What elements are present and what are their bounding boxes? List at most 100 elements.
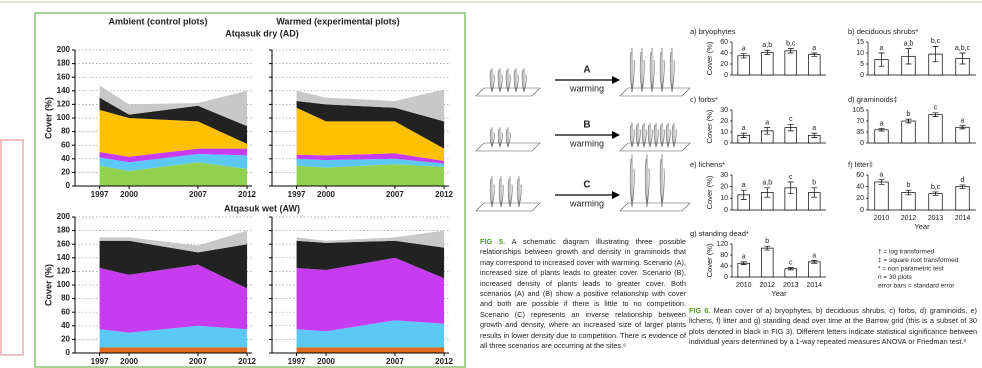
plant-icon <box>490 127 494 147</box>
scenario-letter: B <box>583 120 590 131</box>
significance-letter: a <box>880 172 884 179</box>
note: * = non parametric test <box>878 266 944 273</box>
significance-letter: b,c <box>786 40 796 47</box>
area-layer <box>100 348 248 353</box>
scenario-label: warming <box>569 83 604 93</box>
y-tick-label: 140 <box>57 253 71 262</box>
y-axis-label: Cover (%) <box>705 175 714 209</box>
x-tick-label: 2010 <box>874 215 890 222</box>
y-tick-label: 20 <box>856 195 864 202</box>
plant-icon <box>506 127 510 147</box>
bar <box>808 55 820 75</box>
y-tick-label: 0 <box>724 274 728 281</box>
plant-icon <box>506 68 510 92</box>
y-tick-label: 100 <box>57 113 71 122</box>
x-tick-label: 2012 <box>435 190 453 199</box>
chart-title: c) forbs* <box>690 95 718 104</box>
y-tick-label: 160 <box>57 72 71 81</box>
significance-letter: a <box>880 120 884 127</box>
note: error bars = standard error <box>878 283 955 290</box>
y-axis-label: Cover (%) <box>705 109 714 143</box>
plant-icon <box>498 127 502 147</box>
y-axis-label: Cover (%) <box>43 97 53 139</box>
plot-base <box>476 203 540 211</box>
bar <box>875 130 889 143</box>
y-tick-label: 0 <box>860 140 864 147</box>
x-tick-label: 2012 <box>238 190 256 199</box>
x-tick-label: 2012 <box>901 215 917 222</box>
page: Ambient (control plots) Warmed (experime… <box>0 0 982 368</box>
y-tick-label: 70 <box>856 118 864 125</box>
x-axis-label: Year <box>914 222 930 231</box>
y-tick-label: 0 <box>66 181 71 190</box>
significance-letter: a <box>812 252 816 259</box>
x-tick-label: 2014 <box>955 215 971 222</box>
y-tick-label: 200 <box>57 45 71 54</box>
bar <box>929 115 943 143</box>
chart-title: f) litter‡ <box>848 160 873 169</box>
chart-title: e) lichens* <box>690 160 725 169</box>
y-tick-label: 30 <box>720 172 728 179</box>
y-tick-label: 0 <box>724 72 728 79</box>
y-tick-label: 20 <box>720 184 728 191</box>
y-tick-label: 40 <box>856 184 864 191</box>
y-tick-label: 20 <box>720 118 728 125</box>
plant-icon <box>490 68 494 92</box>
y-tick-label: 10 <box>856 50 864 57</box>
plant-icon <box>660 48 664 92</box>
bar <box>761 248 773 277</box>
y-tick-label: 80 <box>720 252 728 259</box>
x-tick-label: 1997 <box>288 190 306 199</box>
y-tick-label: 15 <box>856 39 864 46</box>
note: n = 30 plots <box>878 274 913 281</box>
fig6-caption: FIG 6. Mean cover of a) bryophytes, b) d… <box>689 306 977 348</box>
x-axis-label: Year <box>771 289 787 298</box>
y-tick-label: 100 <box>57 280 71 289</box>
y-tick-label: 40 <box>61 154 70 163</box>
plant-icon <box>645 154 649 207</box>
column-title: Ambient (control plots) <box>109 16 208 26</box>
caption-label: FIG 6. <box>689 306 710 315</box>
caption-label: FIG 5. <box>480 237 505 246</box>
y-tick-label: 30 <box>720 107 728 114</box>
plant-icon <box>640 48 644 92</box>
y-tick-label: 120 <box>716 241 728 248</box>
y-tick-label: 10 <box>720 195 728 202</box>
significance-letter: c <box>789 174 793 181</box>
x-tick-label: 2014 <box>806 282 822 289</box>
y-tick-label: 0 <box>860 72 864 79</box>
scenario-letter: A <box>583 65 590 76</box>
y-tick-label: 10 <box>720 129 728 136</box>
significance-letter: a,b <box>904 40 914 47</box>
y-tick-label: 80 <box>61 294 70 303</box>
caption-text: Mean cover of a) bryophytes, b) deciduou… <box>689 306 977 346</box>
y-tick-label: 0 <box>724 207 728 214</box>
significance-letter: c <box>789 259 793 266</box>
significance-letter: a <box>812 125 816 132</box>
note: † = log transformed <box>878 249 935 256</box>
y-tick-label: 60 <box>61 140 70 149</box>
significance-letter: a,b <box>762 180 772 187</box>
x-tick-label: 1997 <box>91 357 109 366</box>
significance-letter: b,c <box>931 38 941 45</box>
y-tick-label: 20 <box>61 168 70 177</box>
area-layer <box>297 164 445 186</box>
significance-letter: a <box>765 119 769 126</box>
scenario-label: warming <box>569 198 604 208</box>
y-tick-label: 40 <box>61 321 70 330</box>
significance-letter: a,b <box>762 42 772 49</box>
bar <box>785 51 797 75</box>
plant-icon <box>670 48 674 92</box>
x-tick-label: 1997 <box>91 190 109 199</box>
significance-letter: a,b,c <box>955 45 971 52</box>
x-tick-label: 2000 <box>120 357 138 366</box>
y-tick-label: 0 <box>860 207 864 214</box>
plot-base <box>620 203 690 211</box>
bar <box>738 56 750 75</box>
y-axis-label: Cover (%) <box>705 41 714 75</box>
plant-icon <box>630 123 634 147</box>
y-tick-label: 80 <box>61 127 70 136</box>
significance-letter: a <box>742 45 746 52</box>
plant-icon <box>630 154 634 207</box>
note: ‡ = square root transformed <box>878 257 959 264</box>
